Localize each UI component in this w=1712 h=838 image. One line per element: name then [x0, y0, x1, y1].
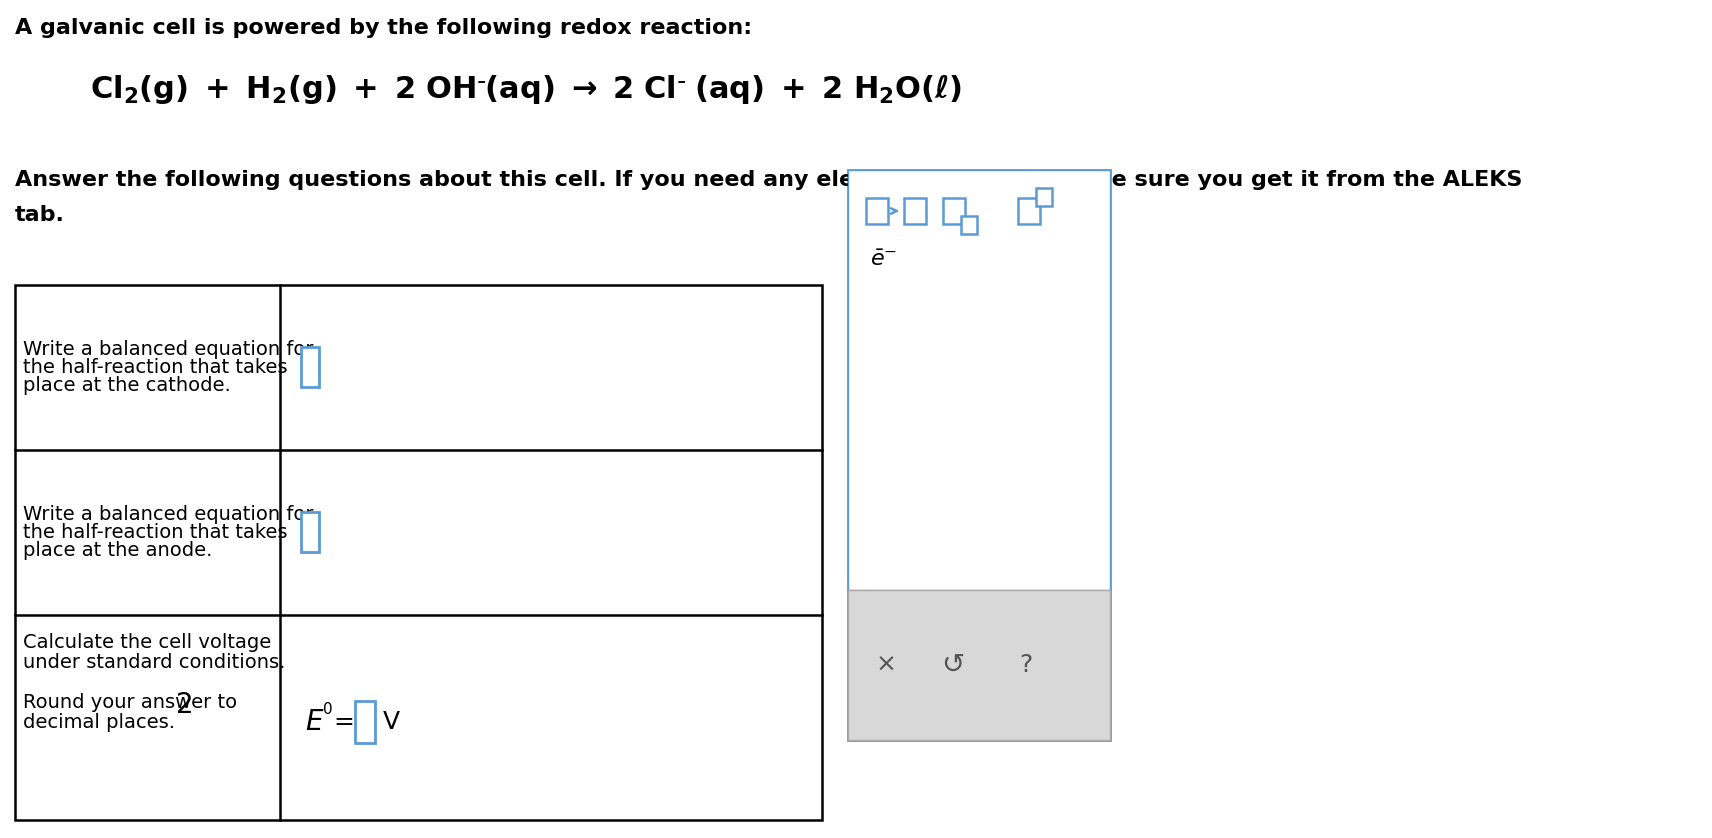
- Bar: [904, 198, 926, 224]
- Text: ×: ×: [875, 653, 897, 677]
- Text: the half-reaction that takes: the half-reaction that takes: [22, 523, 288, 542]
- Text: the half-reaction that takes: the half-reaction that takes: [22, 358, 288, 377]
- Bar: [354, 701, 375, 742]
- Text: Write a balanced equation for: Write a balanced equation for: [22, 340, 313, 359]
- Text: Write a balanced equation for: Write a balanced equation for: [22, 505, 313, 524]
- Bar: [943, 198, 966, 224]
- Bar: [960, 216, 978, 234]
- Bar: [847, 590, 1109, 740]
- Text: 0: 0: [324, 702, 332, 717]
- Text: Answer the following questions about this cell. If you need any electrochemical : Answer the following questions about thi…: [15, 170, 1522, 190]
- Bar: [301, 513, 318, 552]
- Text: $\it{E}$: $\it{E}$: [305, 707, 325, 736]
- Bar: [1036, 188, 1051, 206]
- Text: place at the cathode.: place at the cathode.: [22, 376, 231, 395]
- Text: decimal places.: decimal places.: [22, 713, 175, 732]
- Bar: [847, 170, 1109, 590]
- Text: ↺: ↺: [942, 651, 964, 679]
- Text: ?: ?: [1019, 653, 1032, 677]
- Text: =: =: [334, 710, 354, 733]
- Text: A galvanic cell is powered by the following redox reaction:: A galvanic cell is powered by the follow…: [15, 18, 752, 38]
- Text: $\bf{Cl_2(g)\ +\ H_2(g)\ +\ 2\ OH^{\bar{\ }}(aq)\ \rightarrow\ 2\ Cl^{\bar{\ }}\: $\bf{Cl_2(g)\ +\ H_2(g)\ +\ 2\ OH^{\bar{…: [91, 72, 962, 106]
- Text: place at the anode.: place at the anode.: [22, 541, 212, 560]
- Text: $\bar{e}^{-}$: $\bar{e}^{-}$: [870, 250, 897, 271]
- Text: under standard conditions.: under standard conditions.: [22, 653, 286, 672]
- Text: 2: 2: [176, 691, 193, 719]
- Bar: [1019, 198, 1039, 224]
- Bar: [866, 198, 889, 224]
- Text: Round your answer to: Round your answer to: [22, 693, 243, 712]
- Text: V: V: [383, 710, 401, 733]
- Bar: [15, 285, 822, 820]
- Bar: [847, 170, 1109, 740]
- Text: Calculate the cell voltage: Calculate the cell voltage: [22, 633, 270, 652]
- Bar: [301, 348, 318, 387]
- Text: tab.: tab.: [15, 205, 65, 225]
